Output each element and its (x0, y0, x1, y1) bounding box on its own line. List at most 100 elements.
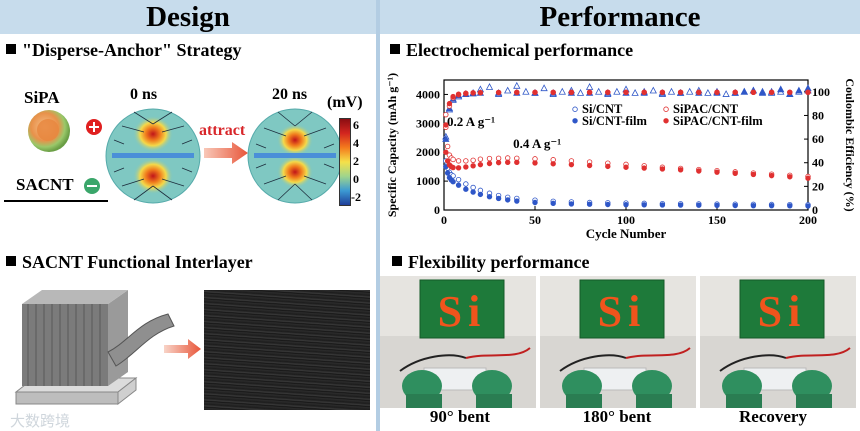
y-tick-label: 2000 (416, 145, 440, 159)
data-point (495, 155, 502, 161)
negative-charge-icon (84, 178, 100, 194)
data-point (714, 202, 720, 209)
data-point (477, 161, 484, 168)
data-point (641, 89, 647, 95)
colorbar-tick: 0 (353, 172, 359, 186)
data-point (470, 90, 476, 96)
data-point (450, 156, 456, 163)
colorbar (339, 118, 351, 206)
y2-axis-label: Coulombic Efficiency (%) (843, 78, 857, 211)
data-point (750, 89, 757, 95)
y2-tick-label: 40 (812, 156, 824, 170)
interlayer-heading: SACNT Functional Interlayer (6, 252, 253, 273)
data-point (605, 89, 611, 95)
colorbar-unit: (mV) (327, 94, 363, 111)
data-point (696, 202, 702, 208)
data-point (740, 87, 748, 95)
data-point (768, 89, 775, 95)
positive-charge-icon (86, 119, 102, 135)
data-point (514, 198, 520, 204)
data-point (470, 163, 476, 169)
data-point (732, 170, 738, 177)
plot-frame (443, 79, 809, 211)
data-point (750, 202, 757, 209)
sacnt-line (4, 200, 108, 202)
x-tick-label: 100 (617, 213, 635, 227)
data-point (663, 106, 669, 112)
data-point (504, 197, 511, 203)
field-simulation-0ns (105, 108, 201, 204)
flex-photo: Si (700, 276, 856, 408)
performance-header: Performance (380, 0, 860, 34)
data-point (787, 203, 793, 209)
data-point (586, 162, 593, 169)
y-axis-label: Specific Capacity (mAh g⁻¹) (385, 73, 399, 217)
data-point (463, 181, 469, 187)
performance-title: Performance (539, 1, 701, 33)
electro-heading: Electrochemical performance (390, 40, 633, 61)
data-point (795, 86, 803, 94)
data-point (443, 149, 449, 155)
data-point (585, 83, 594, 90)
data-point (443, 111, 449, 118)
rate-annotation: 0.4 A g⁻¹ (513, 136, 561, 151)
data-point (446, 100, 453, 107)
data-point (586, 201, 593, 207)
data-point (450, 93, 456, 100)
data-point (667, 87, 676, 95)
data-point (485, 83, 494, 90)
data-point (470, 189, 476, 195)
data-point (659, 166, 666, 172)
data-point (572, 106, 578, 112)
data-point (576, 88, 585, 96)
data-point (455, 182, 462, 188)
data-point (514, 159, 520, 166)
data-point (605, 201, 611, 208)
y-tick-label: 0 (434, 203, 440, 217)
data-point (623, 201, 629, 208)
data-point (443, 122, 449, 128)
data-point (586, 89, 593, 95)
y2-tick-label: 100 (812, 85, 830, 99)
data-point (463, 158, 469, 164)
legend-label: SiPAC/CNT (673, 102, 739, 116)
data-point (477, 156, 484, 162)
data-point (686, 87, 694, 95)
data-point (572, 118, 578, 124)
data-point (623, 89, 629, 95)
svg-text:Si: Si (758, 287, 807, 336)
sem-image (204, 290, 370, 410)
data-point (758, 88, 767, 96)
rate-annotation: 0.2 A g⁻¹ (447, 114, 495, 129)
data-point (504, 159, 511, 166)
data-point (550, 200, 556, 207)
data-point (444, 170, 451, 176)
data-point (649, 86, 657, 94)
data-point (532, 199, 538, 206)
panel-divider (376, 0, 380, 431)
data-point (714, 89, 720, 95)
data-point (659, 202, 666, 208)
sipa-particle-icon (28, 110, 70, 152)
data-point (805, 175, 811, 181)
data-point (696, 89, 702, 95)
process-arrow-icon (164, 339, 201, 359)
data-point (463, 90, 469, 96)
data-point (558, 87, 566, 95)
data-point (613, 87, 621, 95)
data-point (750, 171, 757, 178)
data-point (495, 195, 502, 202)
data-point (477, 191, 484, 198)
data-point (732, 202, 738, 209)
x-tick-label: 50 (529, 213, 541, 227)
data-point (631, 88, 639, 96)
colorbar-tick: 6 (353, 118, 359, 132)
legend-label: SiPAC/CNT-film (673, 114, 763, 128)
watermark: 大数跨境 (10, 412, 71, 430)
data-point (522, 87, 530, 95)
cnt-array-illustration (14, 290, 175, 406)
attract-arrow-icon (204, 142, 248, 164)
svg-text:Si: Si (598, 287, 647, 336)
caption-recovery: Recovery (739, 407, 807, 426)
data-point (455, 165, 462, 171)
